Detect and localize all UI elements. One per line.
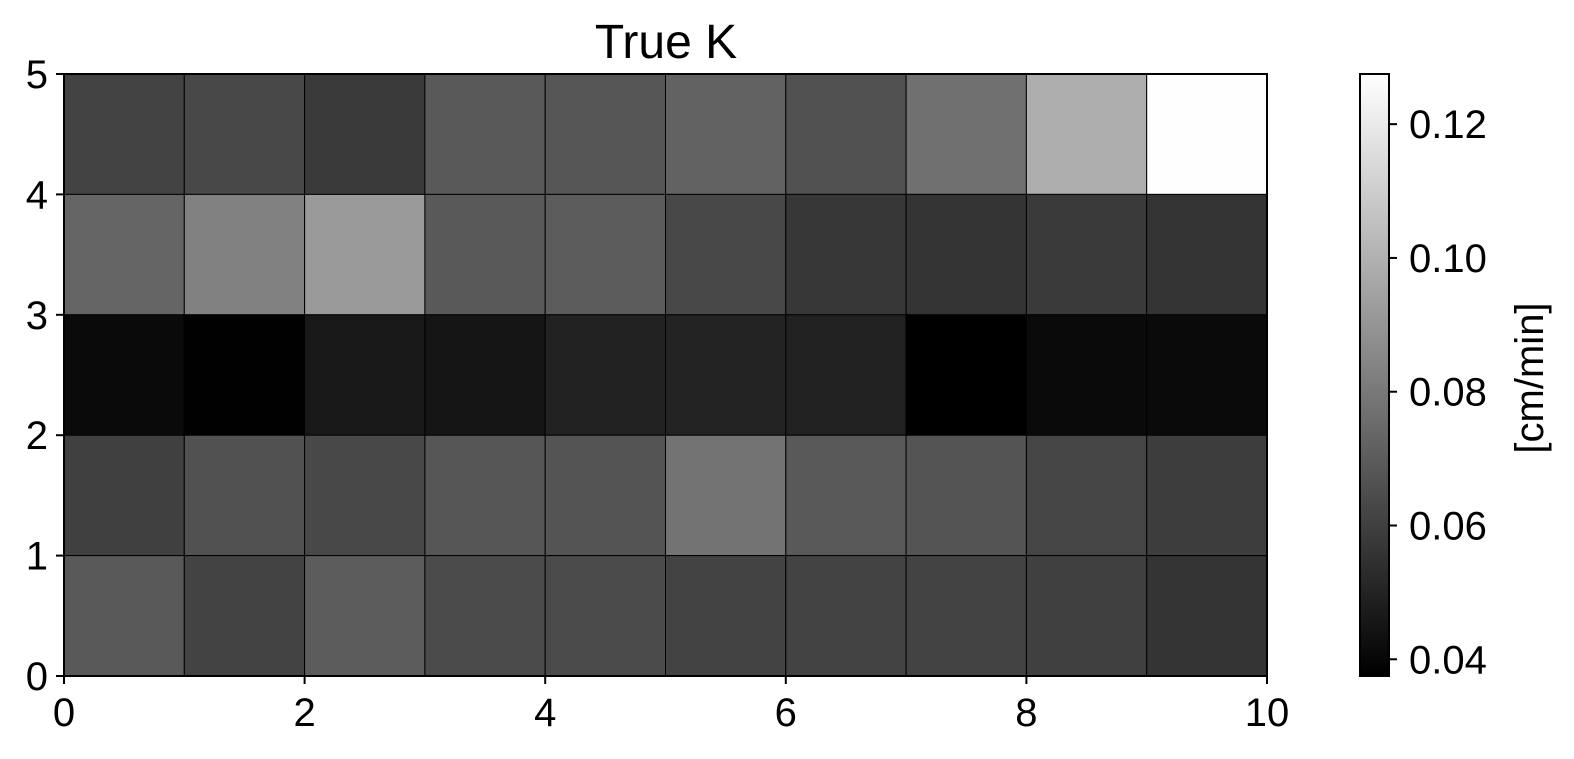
- heatmap-cell: [905, 434, 1027, 557]
- colorbar-label: [cm/min]: [1508, 302, 1552, 453]
- y-axis: 0 1 2 3 4 5: [26, 53, 64, 699]
- heatmap-cell: [544, 73, 667, 195]
- heatmap-cell: [304, 555, 426, 677]
- colorbar-tick-label: 0.08: [1409, 371, 1487, 415]
- heatmap-cell: [785, 314, 907, 436]
- heatmap-cell: [1025, 434, 1148, 557]
- heatmap-cell: [1025, 193, 1148, 316]
- heatmap-cell: [183, 73, 306, 195]
- heatmap-cell: [304, 193, 426, 316]
- chart-title: True K: [595, 16, 737, 69]
- colorbar-tick-label: 0.06: [1409, 505, 1487, 549]
- x-tick-label: 6: [775, 691, 797, 735]
- x-tick-label: 0: [53, 691, 75, 735]
- colorbar-tick-label: 0.12: [1409, 103, 1487, 147]
- heatmap-cell: [424, 193, 546, 316]
- heatmap-cell: [544, 555, 667, 677]
- heatmap-cell: [304, 314, 426, 436]
- heatmap-cell: [424, 314, 546, 436]
- heatmap-cell: [183, 193, 306, 316]
- heatmap-cell: [183, 314, 306, 436]
- heatmap-cells: [63, 73, 1268, 677]
- heatmap-cell: [544, 193, 667, 316]
- y-tick-label: 5: [26, 53, 48, 97]
- heatmap-cell: [424, 434, 546, 557]
- heatmap-cell: [63, 555, 185, 677]
- heatmap-cell: [785, 193, 907, 316]
- y-tick-label: 2: [26, 414, 48, 458]
- heatmap-cell: [785, 73, 907, 195]
- heatmap-cell: [905, 314, 1027, 436]
- y-tick-label: 1: [26, 535, 48, 579]
- heatmap-cell: [785, 434, 907, 557]
- heatmap-cell: [665, 434, 787, 557]
- heatmap-cell: [905, 555, 1027, 677]
- colorbar-tick-label: 0.10: [1409, 237, 1487, 281]
- heatmap-cell: [665, 193, 787, 316]
- heatmap-cell: [63, 193, 185, 316]
- y-tick-label: 4: [26, 173, 48, 217]
- heatmap-cell: [424, 555, 546, 677]
- heatmap-cell: [304, 73, 426, 195]
- heatmap-cell: [544, 314, 667, 436]
- colorbar-axis: 0.04 0.06 0.08 0.10 0.12: [1389, 103, 1487, 682]
- heatmap-cell: [63, 314, 185, 436]
- heatmap-cell: [544, 434, 667, 557]
- heatmap-cell: [424, 73, 546, 195]
- heatmap-cell: [1146, 314, 1268, 436]
- x-tick-label: 4: [534, 691, 556, 735]
- heatmap-cell: [665, 73, 787, 195]
- plot-frame: [63, 73, 1268, 677]
- heatmap-cell: [63, 73, 185, 195]
- heatmap-cell: [905, 73, 1027, 195]
- colorbar-tick-label: 0.04: [1409, 638, 1487, 682]
- y-tick-label: 3: [26, 294, 48, 338]
- heatmap-cell: [1146, 193, 1268, 316]
- heatmap-cell: [665, 555, 787, 677]
- colorbar: [1359, 73, 1390, 677]
- x-tick-label: 2: [293, 691, 315, 735]
- heatmap-cell: [785, 555, 907, 677]
- x-tick-label: 10: [1245, 691, 1290, 735]
- heatmap-cell: [183, 555, 306, 677]
- heatmap-cell: [1025, 314, 1148, 436]
- heatmap-cell: [63, 434, 185, 557]
- heatmap-cell: [1025, 73, 1148, 195]
- heatmap-cell: [1146, 555, 1268, 677]
- heatmap-cell: [1146, 73, 1268, 195]
- heatmap-cell: [183, 434, 306, 557]
- x-axis: 0 2 4 6 8 10: [53, 676, 1289, 735]
- y-tick-label: 0: [26, 655, 48, 699]
- heatmap-cell: [665, 314, 787, 436]
- heatmap-cell: [905, 193, 1027, 316]
- heatmap-cell: [1025, 555, 1148, 677]
- x-tick-label: 8: [1015, 691, 1037, 735]
- heatmap-cell: [304, 434, 426, 557]
- heatmap-cell: [1146, 434, 1268, 557]
